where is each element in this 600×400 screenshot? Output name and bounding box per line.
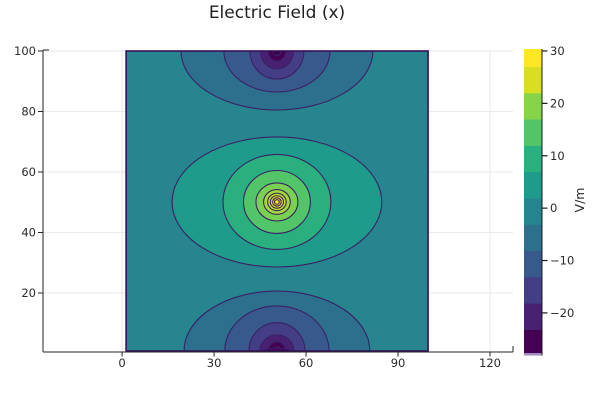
colorbar-band bbox=[524, 172, 542, 199]
x-tick-label: 60 bbox=[299, 356, 314, 370]
y-tick-label: 60 bbox=[21, 165, 36, 179]
x-tick-label: 90 bbox=[391, 356, 406, 370]
colorbar-band bbox=[524, 330, 542, 354]
colorbar-band bbox=[524, 251, 542, 278]
plot-title: Electric Field (x) bbox=[208, 3, 346, 23]
colorbar-tick-label: −10 bbox=[550, 254, 574, 268]
x-tick-label: 30 bbox=[207, 356, 222, 370]
fill-region-border bbox=[125, 50, 429, 352]
colorbar-tick-label: 10 bbox=[550, 149, 565, 163]
y-tick-label: 20 bbox=[21, 286, 36, 300]
y-tick-labels: 20 40 60 80 100 bbox=[14, 44, 36, 300]
colorbar-band bbox=[524, 145, 542, 173]
x-tick-label: 120 bbox=[479, 356, 501, 370]
top-sink-contours bbox=[180, 50, 374, 111]
axes bbox=[38, 49, 514, 357]
y-tick-label: 40 bbox=[21, 226, 36, 240]
colorbar-band bbox=[524, 277, 542, 305]
colorbar-band bbox=[524, 49, 542, 68]
bottom-sink-contours bbox=[183, 290, 371, 352]
y-tick-label: 100 bbox=[14, 44, 36, 58]
colorbar-band bbox=[524, 303, 542, 331]
x-tick-label: 0 bbox=[118, 356, 125, 370]
colorbar-tick-label: 0 bbox=[550, 201, 557, 215]
colorbar-axis-label: V/m bbox=[572, 187, 587, 213]
colorbar-band bbox=[524, 224, 542, 252]
colorbar-band bbox=[524, 67, 542, 94]
colorbar-tick-label: 20 bbox=[550, 96, 565, 110]
colorbar-under-strip bbox=[524, 353, 542, 356]
colorbar-band bbox=[524, 93, 542, 120]
x-tick-labels: 0 30 60 90 120 bbox=[118, 356, 501, 370]
contour-fill-region bbox=[126, 50, 429, 352]
colorbar-tick-label: 30 bbox=[550, 44, 565, 58]
y-tick-label: 80 bbox=[21, 105, 36, 119]
colorbar: 30 20 10 0 −10 −20 bbox=[524, 44, 574, 356]
colorbar-band bbox=[524, 198, 542, 226]
colorbar-band bbox=[524, 119, 542, 147]
colorbar-tick-label: −20 bbox=[550, 306, 574, 320]
center-peak-contours bbox=[171, 136, 383, 268]
